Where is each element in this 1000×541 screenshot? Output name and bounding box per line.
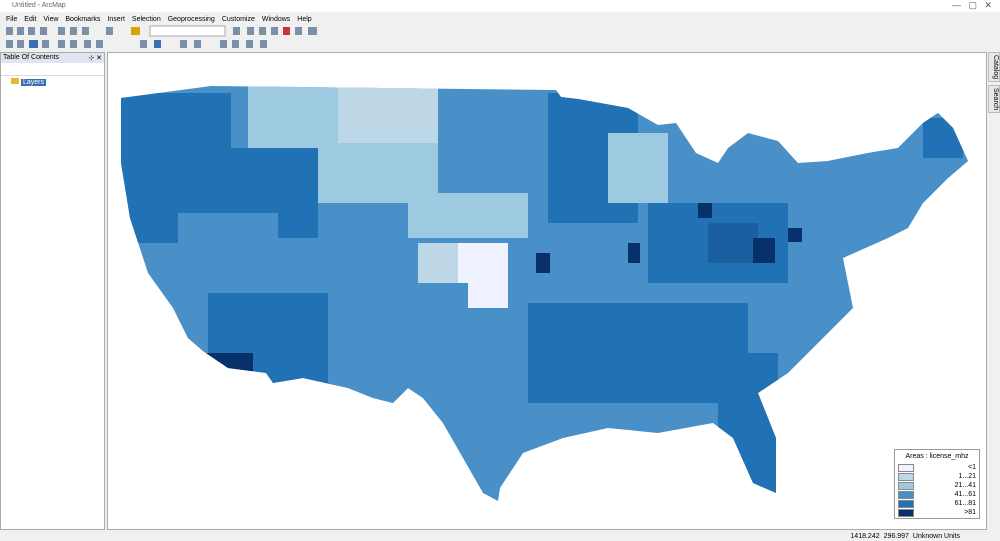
side-tab[interactable]: Search (988, 85, 1000, 114)
menu-item[interactable]: Geoprocessing (167, 15, 215, 23)
map-view: Areas : license_mhz <1 1...21 21...41 41...… (107, 52, 987, 530)
menu-item[interactable]: Insert (107, 15, 125, 23)
legend-label: >81 (964, 509, 976, 516)
legend-swatch (898, 463, 914, 472)
toolbars (6, 25, 317, 48)
menu-bar: File Edit View Bookmarks Insert Selection Geop… (0, 13, 1000, 25)
status-x: 1418.242 (850, 532, 880, 540)
legend-item: 21...41 (898, 481, 976, 490)
menu-item[interactable]: Customize (221, 15, 255, 23)
legend-swatch (898, 508, 914, 517)
menu-item[interactable]: Windows (261, 15, 291, 23)
legend-item: 1...21 (898, 472, 976, 481)
status-bar: 1418.242 296.997 Unknown Units (0, 531, 1000, 541)
legend-label: 61...81 (954, 500, 976, 507)
legend-item: <1 (898, 463, 976, 472)
map (108, 86, 986, 529)
side-tab[interactable]: Catalog (988, 52, 1000, 83)
layers-node[interactable]: Layers (21, 79, 47, 86)
toc-title: Table Of Contents (3, 54, 60, 61)
menu-item[interactable]: Edit (24, 15, 37, 23)
legend-label: 1...21 (958, 473, 976, 480)
window-title: Untitled - ArcMap (12, 2, 66, 9)
menu-item[interactable]: Selection (131, 15, 161, 23)
legend-swatch (898, 472, 914, 481)
menu-item[interactable]: View (43, 15, 59, 23)
legend-title: Areas : license_mhz (905, 453, 969, 460)
legend-item: 41...61 (898, 490, 976, 499)
legend-label: 41...61 (954, 491, 976, 498)
status-units: Unknown Units (912, 532, 960, 540)
legend: Areas : license_mhz <1 1...21 21...41 41...… (894, 449, 980, 519)
legend-label: 21...41 (954, 482, 976, 489)
table-of-contents: Table Of Contents ⊹ ✕ Layers (0, 52, 105, 530)
menu-item[interactable]: Bookmarks (65, 15, 101, 23)
legend-swatch (898, 490, 914, 499)
menu-item[interactable]: File (6, 15, 18, 23)
status-y: 296.997 (883, 532, 909, 540)
side-tabs: Catalog Search (988, 52, 1000, 530)
legend-swatch (898, 499, 914, 508)
legend-swatch (898, 481, 914, 490)
menu-item[interactable]: Help (297, 15, 312, 23)
window-controls[interactable]: — ▢ ✕ (951, 0, 992, 10)
legend-item: >81 (898, 508, 976, 517)
legend-label: <1 (968, 464, 976, 471)
legend-item: 61...81 (898, 499, 976, 508)
title-bar: Untitled - ArcMap — ▢ ✕ (0, 0, 1000, 12)
